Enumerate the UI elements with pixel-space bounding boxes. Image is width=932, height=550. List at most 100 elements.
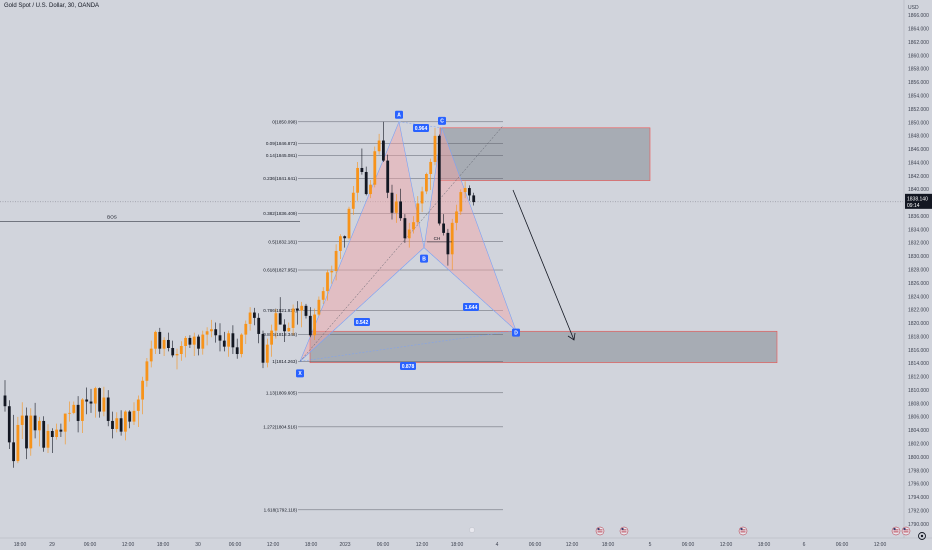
candle-body[interactable] xyxy=(240,334,243,355)
candle-body[interactable] xyxy=(244,323,248,335)
candle-body[interactable] xyxy=(98,388,101,412)
candle-body[interactable] xyxy=(20,415,24,425)
candle-body[interactable] xyxy=(257,317,261,334)
candle-body[interactable] xyxy=(154,331,157,349)
candle-body[interactable] xyxy=(386,160,390,193)
candle-body[interactable] xyxy=(175,354,179,356)
candle-body[interactable] xyxy=(25,415,28,449)
candle-body[interactable] xyxy=(76,404,80,421)
candle-body[interactable] xyxy=(360,167,364,172)
candle-body[interactable] xyxy=(468,188,471,196)
candle-body[interactable] xyxy=(192,336,196,345)
flag-us-icon[interactable] xyxy=(891,526,901,536)
candle-body[interactable] xyxy=(265,344,269,363)
candle-body[interactable] xyxy=(141,380,144,400)
candle-body[interactable] xyxy=(339,236,342,251)
candle-body[interactable] xyxy=(102,397,106,412)
candle-body[interactable] xyxy=(304,305,308,316)
candle-body[interactable] xyxy=(68,412,71,414)
candle-body[interactable] xyxy=(283,324,286,332)
candle-body[interactable] xyxy=(429,161,433,174)
candle-body[interactable] xyxy=(321,291,325,300)
candle-body[interactable] xyxy=(33,415,37,431)
candle-body[interactable] xyxy=(308,315,312,336)
candle-body[interactable] xyxy=(136,399,140,411)
candle-body[interactable] xyxy=(351,192,355,209)
candle-body[interactable] xyxy=(291,308,295,328)
candle-body[interactable] xyxy=(455,211,458,223)
candle-body[interactable] xyxy=(29,415,33,449)
candle-body[interactable] xyxy=(42,420,46,448)
candle-body[interactable] xyxy=(369,184,372,195)
candle-body[interactable] xyxy=(412,222,415,230)
candle-body[interactable] xyxy=(210,329,213,332)
candle-body[interactable] xyxy=(313,314,316,336)
gear-icon[interactable] xyxy=(918,532,926,540)
candle-body[interactable] xyxy=(373,151,377,185)
candle-body[interactable] xyxy=(463,188,467,193)
candle-body[interactable] xyxy=(205,331,209,335)
candle-body[interactable] xyxy=(50,430,54,437)
candle-body[interactable] xyxy=(106,397,110,421)
dividend-marker-icon[interactable] xyxy=(469,527,475,533)
harmonic-point-x[interactable] xyxy=(296,369,304,378)
candle-body[interactable] xyxy=(59,429,63,432)
candle-body[interactable] xyxy=(85,399,89,402)
candle-body[interactable] xyxy=(343,236,347,239)
flag-us-icon[interactable] xyxy=(619,526,629,536)
harmonic-point-a[interactable] xyxy=(395,110,403,119)
flag-us-icon[interactable] xyxy=(595,526,605,536)
candle-body[interactable] xyxy=(231,333,235,348)
candle-body[interactable] xyxy=(145,361,149,381)
candle-body[interactable] xyxy=(218,335,222,341)
candle-body[interactable] xyxy=(270,330,273,345)
candle-body[interactable] xyxy=(399,201,402,219)
candle-body[interactable] xyxy=(227,333,230,347)
candle-body[interactable] xyxy=(201,334,205,349)
candle-body[interactable] xyxy=(274,313,278,331)
candle-body[interactable] xyxy=(433,135,437,162)
candle-body[interactable] xyxy=(132,410,136,422)
harmonic-point-c[interactable] xyxy=(438,116,446,125)
candle-body[interactable] xyxy=(261,333,265,363)
candle-body[interactable] xyxy=(124,411,127,432)
candle-body[interactable] xyxy=(46,430,50,448)
candle-body[interactable] xyxy=(330,271,334,273)
candle-body[interactable] xyxy=(317,299,321,315)
candle-body[interactable] xyxy=(235,347,239,355)
candle-body[interactable] xyxy=(442,223,445,233)
candle-body[interactable] xyxy=(459,192,463,212)
candle-body[interactable] xyxy=(55,429,58,437)
candle-body[interactable] xyxy=(3,395,7,407)
candle-body[interactable] xyxy=(171,347,175,356)
candle-body[interactable] xyxy=(437,135,441,224)
candle-body[interactable] xyxy=(115,418,119,429)
candle-body[interactable] xyxy=(167,339,170,348)
candle-body[interactable] xyxy=(149,348,153,362)
ratio-badge[interactable] xyxy=(400,362,416,370)
harmonic-point-d[interactable] xyxy=(512,328,520,337)
flag-us-icon[interactable] xyxy=(738,526,748,536)
candle-body[interactable] xyxy=(12,442,15,462)
candle-body[interactable] xyxy=(162,339,166,349)
candle-body[interactable] xyxy=(296,308,299,311)
candle-body[interactable] xyxy=(222,340,226,347)
candle-body[interactable] xyxy=(214,329,218,336)
candle-body[interactable] xyxy=(356,167,359,193)
ratio-badge[interactable] xyxy=(463,303,479,311)
candle-body[interactable] xyxy=(287,327,291,332)
candle-body[interactable] xyxy=(416,203,420,223)
ratio-badge[interactable] xyxy=(354,318,370,326)
candle-body[interactable] xyxy=(377,140,381,152)
candle-body[interactable] xyxy=(446,232,450,255)
candle-body[interactable] xyxy=(89,401,93,404)
candle-body[interactable] xyxy=(128,411,132,422)
candle-body[interactable] xyxy=(184,337,187,346)
candle-body[interactable] xyxy=(394,201,398,213)
candle-body[interactable] xyxy=(450,222,454,255)
candle-body[interactable] xyxy=(300,305,304,311)
candle-body[interactable] xyxy=(347,208,351,239)
candle-body[interactable] xyxy=(7,406,11,443)
candle-body[interactable] xyxy=(382,140,385,161)
